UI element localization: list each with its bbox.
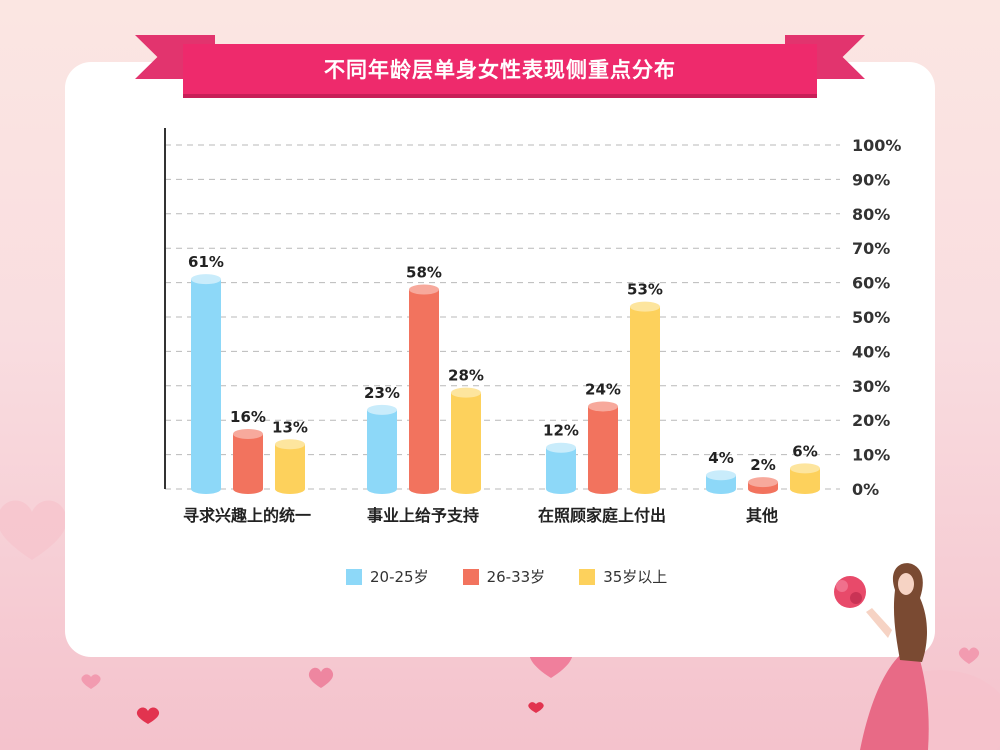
bar-top bbox=[191, 274, 221, 285]
heart-decoration-small-3 bbox=[81, 674, 101, 689]
bar bbox=[588, 406, 618, 494]
chart-legend: 20-25岁 26-33岁 35岁以上 bbox=[346, 566, 667, 587]
data-label: 4% bbox=[708, 449, 733, 467]
category-label: 事业上给予支持 bbox=[367, 506, 479, 525]
y-tick-label: 70% bbox=[852, 239, 890, 258]
y-tick-label: 40% bbox=[852, 342, 890, 361]
y-tick-label: 60% bbox=[852, 274, 890, 293]
bar bbox=[367, 409, 397, 494]
bar-top bbox=[409, 284, 439, 295]
legend-label: 26-33岁 bbox=[486, 568, 546, 586]
bar-top bbox=[588, 401, 618, 412]
bar-top bbox=[546, 442, 576, 453]
heart-decoration-small-4 bbox=[958, 647, 980, 664]
legend-item-20-25: 20-25岁 bbox=[346, 566, 429, 587]
legend-label: 20-25岁 bbox=[370, 568, 429, 586]
data-label: 53% bbox=[627, 281, 663, 299]
legend-swatch bbox=[346, 568, 362, 585]
bar bbox=[233, 433, 263, 494]
y-tick-label: 50% bbox=[852, 308, 890, 327]
heart-decoration-left bbox=[0, 500, 67, 560]
bar-top bbox=[367, 404, 397, 415]
bar bbox=[451, 392, 481, 494]
heart-decoration-small-2 bbox=[136, 707, 160, 724]
chart-title: 不同年龄层单身女性表现侧重点分布 bbox=[324, 58, 676, 82]
bar bbox=[630, 306, 660, 494]
data-label: 23% bbox=[364, 384, 400, 402]
data-label: 24% bbox=[585, 380, 621, 398]
data-label: 2% bbox=[750, 456, 775, 474]
bar bbox=[191, 279, 221, 494]
y-tick-label: 90% bbox=[852, 170, 890, 189]
bar bbox=[706, 475, 736, 494]
y-tick-label: 30% bbox=[852, 377, 890, 396]
bar-top bbox=[451, 387, 481, 398]
bar bbox=[409, 289, 439, 494]
woman-illustration bbox=[834, 563, 1000, 750]
bar bbox=[790, 468, 820, 494]
bar bbox=[275, 444, 305, 494]
bar-top bbox=[630, 301, 660, 312]
heart-decoration-small-1 bbox=[308, 667, 334, 688]
data-label: 16% bbox=[230, 408, 266, 426]
y-tick-label: 100% bbox=[852, 136, 901, 155]
data-label: 61% bbox=[188, 253, 224, 271]
category-label: 寻求兴趣上的统一 bbox=[183, 506, 311, 525]
y-tick-label: 20% bbox=[852, 411, 890, 430]
data-label: 28% bbox=[448, 367, 484, 385]
bar-top bbox=[790, 463, 820, 474]
legend-swatch bbox=[579, 568, 596, 585]
bar bbox=[546, 447, 576, 494]
data-label: 6% bbox=[792, 442, 817, 460]
y-tick-label: 10% bbox=[852, 446, 890, 465]
data-label: 58% bbox=[406, 263, 442, 281]
legend-label: 35岁以上 bbox=[603, 568, 668, 586]
category-label: 其他 bbox=[746, 506, 778, 525]
bar-top bbox=[233, 428, 263, 439]
data-label: 13% bbox=[272, 418, 308, 436]
y-tick-label: 80% bbox=[852, 205, 890, 224]
bar-top bbox=[275, 439, 305, 450]
legend-item-35-plus: 35岁以上 bbox=[579, 566, 667, 587]
bar-top bbox=[748, 477, 778, 488]
bar-top bbox=[706, 470, 736, 481]
title-banner: 不同年龄层单身女性表现侧重点分布 bbox=[183, 44, 817, 94]
category-label: 在照顾家庭上付出 bbox=[538, 506, 666, 525]
data-label: 12% bbox=[543, 422, 579, 440]
heart-decoration-small-5 bbox=[528, 702, 544, 713]
legend-swatch bbox=[462, 568, 479, 585]
y-tick-label: 0% bbox=[852, 480, 879, 499]
legend-item-26-33: 26-33岁 bbox=[462, 566, 546, 587]
